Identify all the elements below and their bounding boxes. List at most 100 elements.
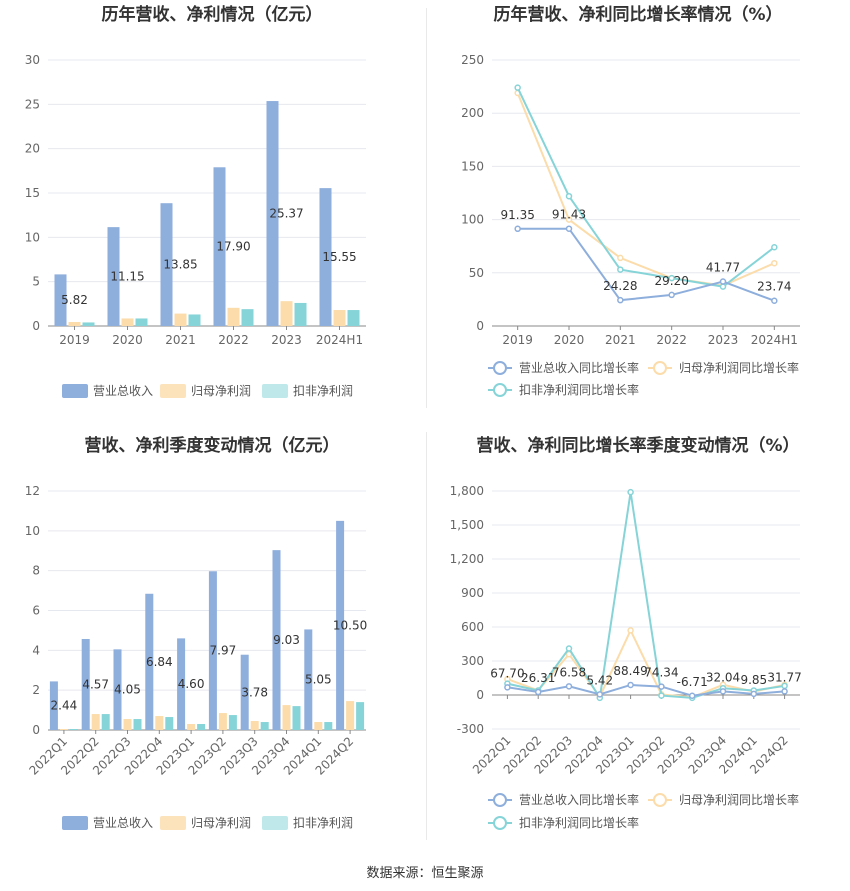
annual-line-point-revenue [617,296,624,304]
quarterly-bar-bar-deducted-profit [324,722,333,730]
annual-line-legend-label: 归母净利润同比增长率 [679,360,799,375]
quarterly-bar-title: 营收、净利季度变动情况（亿元） [85,435,340,456]
annual-line-xtick-label: 2019 [502,333,533,347]
annual-bar-bar-net-profit [227,307,240,326]
annual-bar-data-label: 25.37 [269,207,303,221]
quarterly-bar-ytick-label: 0 [32,723,40,737]
annual-line-point-revenue [668,291,675,299]
annual-line-chart: 历年营收、净利同比增长率情况（%） 0 50 100 150 200 250 2019 2020… [461,4,800,397]
quarterly-line-data-label: 74.34 [644,666,678,680]
quarterly-bar-legend-label: 归母净利润 [191,816,251,830]
annual-line-xtick-label: 2022 [656,333,687,347]
annual-line-line-revenue [517,227,775,302]
quarterly-line-point-deducted-profit [627,488,634,496]
annual-line-point-revenue [771,297,778,304]
quarterly-bar-bar-revenue [208,571,217,730]
quarterly-bar-bar-revenue [336,520,345,730]
quarterly-bar-legend-label: 营业总收入 [93,816,153,830]
annual-bar-xtick-label: 2019 [59,333,90,347]
annual-line-legend-label: 营业总收入同比增长率 [519,360,639,375]
quarterly-bar-bar-net-profit [346,701,355,730]
quarterly-bar-bar-revenue [145,593,154,730]
quarterly-bar-bar-revenue [49,681,58,730]
quarterly-line-point-net-profit [627,627,634,634]
annual-bar-bar-net-profit [121,318,134,326]
annual-bar-bar-deducted-profit [82,322,95,326]
quarterly-line-ytick-label: -300 [457,722,484,736]
annual-line-xtick-label: 2024H1 [751,333,798,347]
annual-bar-data-label: 17.90 [216,240,250,254]
quarterly-line-point-revenue [534,688,542,696]
quarterly-bar-bar-deducted-profit [101,714,110,730]
annual-line-data-label: 91.43 [552,208,586,222]
annual-bar-legend-swatch [262,384,288,398]
annual-bar-xtick-label: 2020 [112,333,143,347]
annual-line-point-net-profit [617,254,624,262]
annual-bar-xtick-label: 2023 [271,333,302,347]
quarterly-line-data-label: 5.42 [586,673,613,687]
quarterly-bar-data-label: 5.05 [305,673,332,687]
quarterly-line-ytick-label: 0 [476,688,484,702]
quarterly-line-ytick-label: 1,200 [450,552,484,566]
quarterly-line-legend-label: 归母净利润同比增长率 [679,792,799,807]
annual-line-point-revenue [565,225,573,232]
quarterly-bar-ytick-label: 8 [32,564,40,578]
annual-bar-bar-deducted-profit [294,302,307,326]
annual-bar-data-label: 15.55 [322,250,356,264]
annual-bar-ytick-label: 5 [32,275,40,289]
quarterly-bar-bar-deducted-profit [165,717,174,730]
quarterly-bar-bar-deducted-profit [260,722,269,730]
quarterly-line-point-deducted-profit [658,692,665,699]
annual-line-xtick-label: 2023 [708,333,739,347]
annual-line-ytick-label: 100 [461,213,484,227]
annual-line-data-label: 29.20 [654,274,688,288]
quarterly-bar-bar-deducted-profit [228,715,237,730]
quarterly-bar-bar-revenue [240,654,249,730]
quarterly-bar-bar-deducted-profit [133,719,142,730]
quarterly-line-point-revenue [658,683,665,690]
annual-line-point-deducted-profit [514,84,521,91]
quarterly-bar-bar-net-profit [59,729,68,730]
annual-bar-data-label: 5.82 [61,293,88,307]
annual-bar-bar-net-profit [280,301,293,326]
annual-line-data-label: 23.74 [757,280,791,294]
annual-bar-ytick-label: 25 [25,97,40,111]
quarterly-line-point-revenue [596,691,604,698]
annual-bar-xtick-label: 2022 [218,333,249,347]
data-source: 数据来源：恒生聚源 [366,866,484,881]
quarterly-bar-bar-revenue [272,550,281,730]
quarterly-bar-bar-net-profit [250,721,259,730]
panel-divider-top [426,8,427,408]
quarterly-bar-ytick-label: 10 [25,524,40,538]
quarterly-bar-bar-net-profit [155,716,164,730]
annual-bar-legend-swatch [62,384,88,398]
quarterly-line-data-label: 76.58 [552,665,586,679]
quarterly-bar-data-label: 7.97 [210,644,237,658]
annual-line-point-net-profit [771,259,778,267]
quarterly-line-legend-label: 扣非净利润同比增长率 [519,815,639,830]
quarterly-bar-data-label: 2.44 [51,699,78,713]
annual-line-data-label: 91.35 [500,208,534,222]
quarterly-line-ytick-label: 1,500 [450,518,484,532]
quarterly-line-data-label: 67.70 [490,666,524,680]
annual-bar-bar-net-profit [174,313,187,326]
quarterly-line-point-revenue [750,690,758,698]
quarterly-line-point-revenue [565,683,573,690]
quarterly-bar-bar-net-profit [282,705,291,730]
annual-bar-legend-label: 扣非净利润 [293,384,353,398]
quarterly-line-line-deducted-profit [507,491,785,701]
quarterly-line-legend-label: 营业总收入同比增长率 [519,792,639,807]
quarterly-line-legend-marker [653,793,667,807]
annual-line-point-deducted-profit [719,283,727,290]
quarterly-line-line-net-profit [507,628,785,699]
annual-bar-bar-deducted-profit [347,310,360,326]
quarterly-line-data-label: 32.04 [706,670,740,684]
quarterly-bar-bar-net-profit [218,713,227,730]
annual-line-xtick-label: 2020 [554,333,585,347]
quarterly-bar-legend-swatch [262,816,288,830]
annual-bar-bar-deducted-profit [241,309,254,326]
quarterly-line-ytick-label: 300 [461,654,484,668]
annual-bar-legend-label: 归母净利润 [191,384,251,398]
quarterly-bar-bar-deducted-profit [292,706,301,730]
annual-line-line-net-profit [516,92,775,287]
